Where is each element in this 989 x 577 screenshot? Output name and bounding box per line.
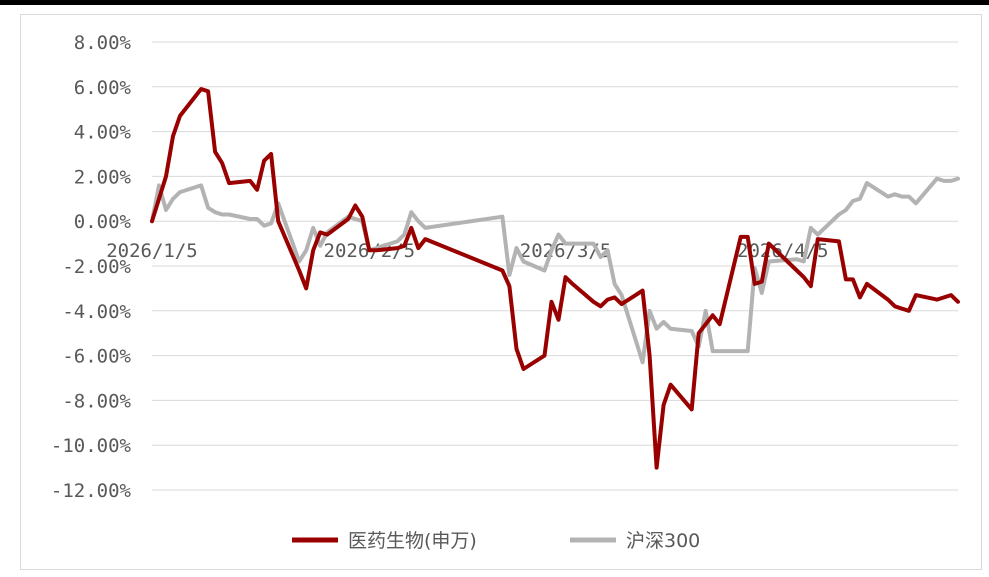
top-rule	[0, 0, 989, 5]
series-line-csi300	[150, 176, 960, 365]
y-tick-label: -12.00%	[51, 480, 132, 502]
y-tick-label: 0.00%	[74, 211, 132, 233]
legend-label-pharma: 医药生物(申万)	[348, 530, 477, 552]
y-axis-ticks: 8.00% 6.00% 4.00% 2.00% 0.00% -2.00% -4.00% -6.…	[51, 32, 132, 502]
y-tick-label: -8.00%	[62, 390, 131, 412]
y-tick-label: 6.00%	[74, 77, 132, 99]
chart-border	[20, 14, 982, 570]
x-tick-label: 2026/3/5	[520, 240, 612, 262]
legend: 医药生物(申万) 沪深300	[292, 530, 700, 552]
y-tick-label: -2.00%	[62, 256, 131, 278]
gridlines	[152, 41, 958, 491]
series-lines	[150, 87, 960, 470]
y-tick-label: 2.00%	[74, 166, 132, 188]
y-tick-label: 4.00%	[74, 122, 132, 144]
y-tick-label: 8.00%	[74, 32, 132, 54]
series-line-pharma	[150, 87, 960, 470]
x-axis-ticks: 2026/1/5 2026/2/5 2026/3/5 2026/4/5	[106, 240, 828, 262]
x-tick-label: 2026/1/5	[106, 240, 198, 262]
y-tick-label: -10.00%	[51, 435, 132, 457]
legend-label-csi300: 沪深300	[626, 530, 700, 552]
y-tick-label: -4.00%	[62, 301, 131, 323]
y-tick-label: -6.00%	[62, 346, 131, 368]
